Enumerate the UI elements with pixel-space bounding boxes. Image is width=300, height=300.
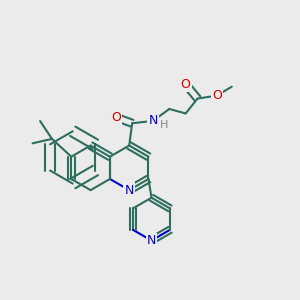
Text: N: N (124, 184, 134, 196)
Text: O: O (181, 78, 190, 91)
Text: H: H (160, 120, 169, 130)
Text: N: N (148, 114, 158, 128)
Text: N: N (147, 234, 156, 247)
Text: O: O (212, 89, 222, 102)
Text: O: O (111, 111, 121, 124)
